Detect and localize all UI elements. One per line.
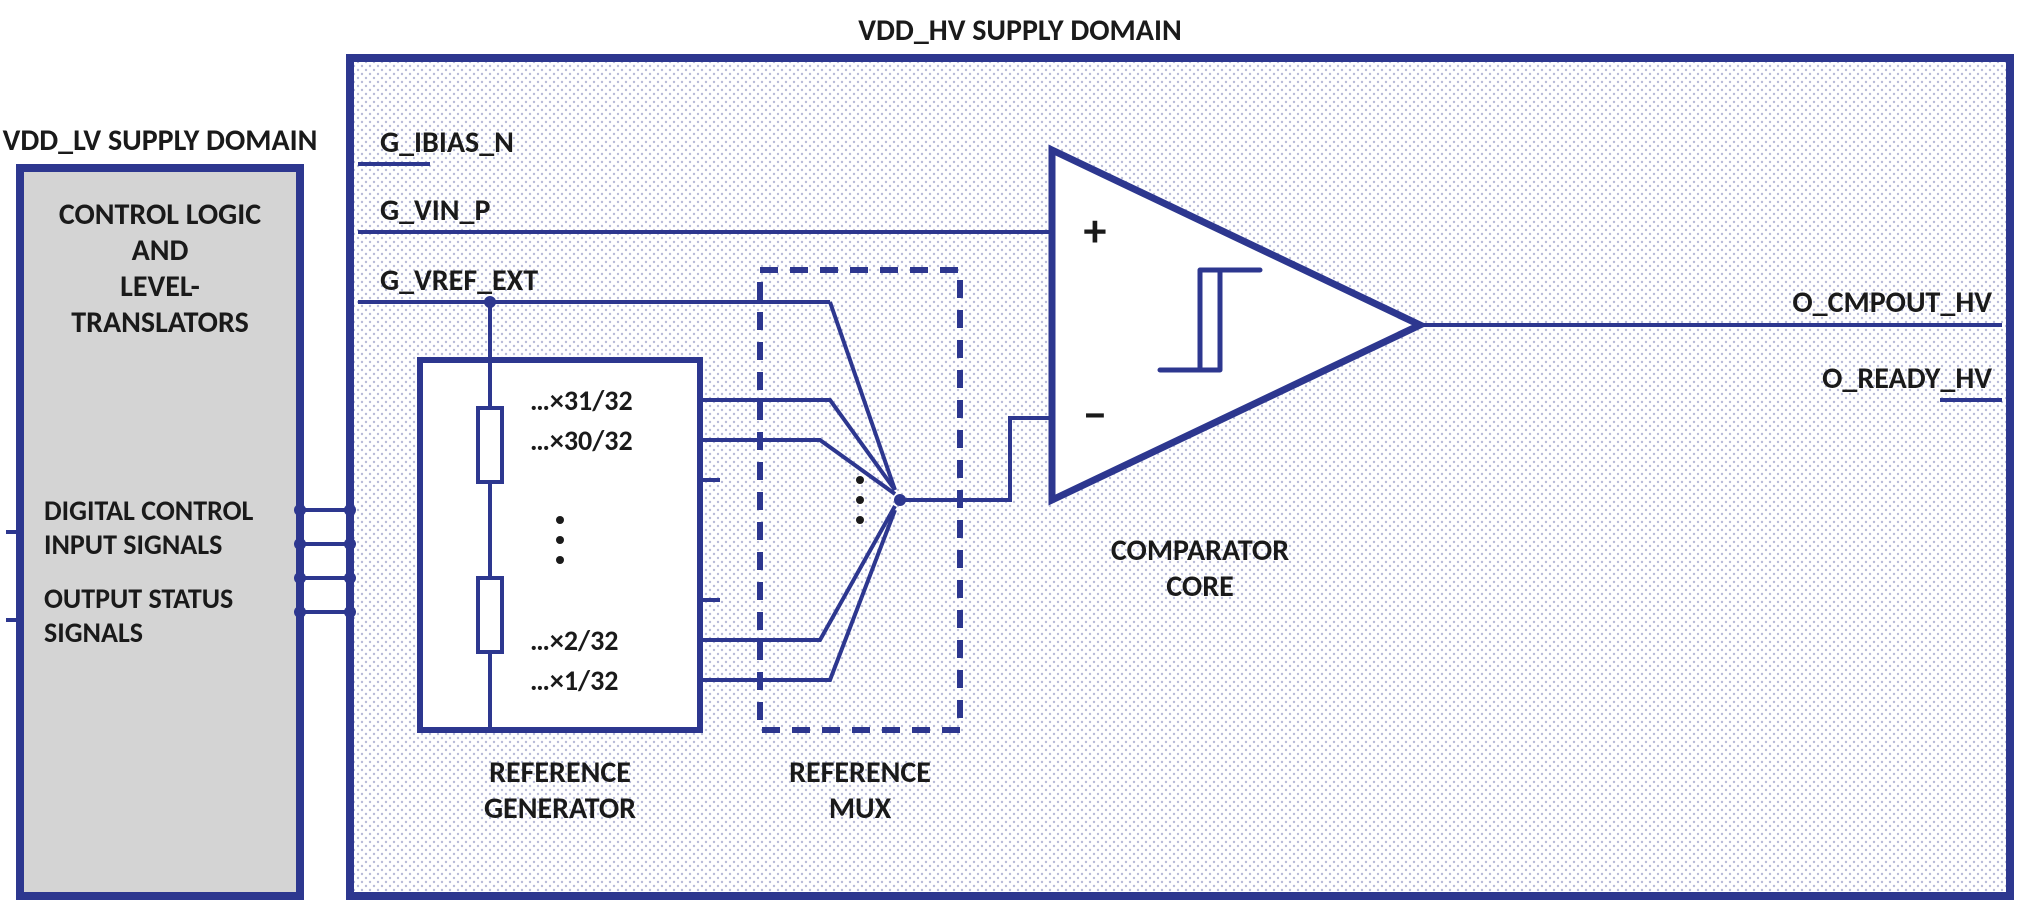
label-ready: O_READY_HV [1822,360,1992,397]
refgen-vellipsis-1 [556,516,564,524]
resistor-bottom [478,578,502,652]
refgen-vellipsis-2 [556,536,564,544]
resistor-top [478,408,502,482]
lv-block-line-2: LEVEL- [120,268,200,305]
ratio-30: …×30/32 [530,423,633,458]
hv-domain-title: VDD_HV SUPPLY DOMAIN [858,12,1181,49]
comp-plus: + [1084,203,1107,259]
lv-sig2-line-1: SIGNALS [44,615,143,650]
node-vref-branch [484,296,496,308]
ratio-1: …×1/32 [530,663,618,698]
label-vref: G_VREF_EXT [380,262,538,299]
lv-sig1-line-1: INPUT SIGNALS [44,527,222,562]
comp-title-2: CORE [1166,568,1233,605]
refgen-title-2: GENERATOR [484,790,636,827]
label-cmpout: O_CMPOUT_HV [1792,284,1992,321]
label-vinp: G_VIN_P [380,192,490,229]
ratio-2: …×2/32 [530,623,618,658]
block-diagram: VDD_HV SUPPLY DOMAIN G_IBIAS_N G_VIN_P G… [0,0,2026,912]
refmux-title-1: REFERENCE [789,754,931,791]
lv-block-line-3: TRANSLATORS [71,304,249,341]
lv-sig1-line-0: DIGITAL CONTROL [44,493,254,528]
mux-vellipsis-2 [856,496,864,504]
lv-block-line-0: CONTROL LOGIC [59,196,261,233]
lv-block-line-1: AND [132,232,189,269]
comp-minus: − [1084,387,1107,443]
mux-vellipsis-1 [856,476,864,484]
label-ibias: G_IBIAS_N [380,124,514,161]
refmux-title-2: MUX [829,790,892,827]
lv-sig2-line-0: OUTPUT STATUS [44,581,233,616]
comp-title-1: COMPARATOR [1111,532,1289,569]
mux-vellipsis-3 [856,516,864,524]
refgen-vellipsis-3 [556,556,564,564]
refgen-title-1: REFERENCE [489,754,631,791]
ratio-31: …×31/32 [530,383,633,418]
lv-domain-title: VDD_LV SUPPLY DOMAIN [3,122,318,159]
